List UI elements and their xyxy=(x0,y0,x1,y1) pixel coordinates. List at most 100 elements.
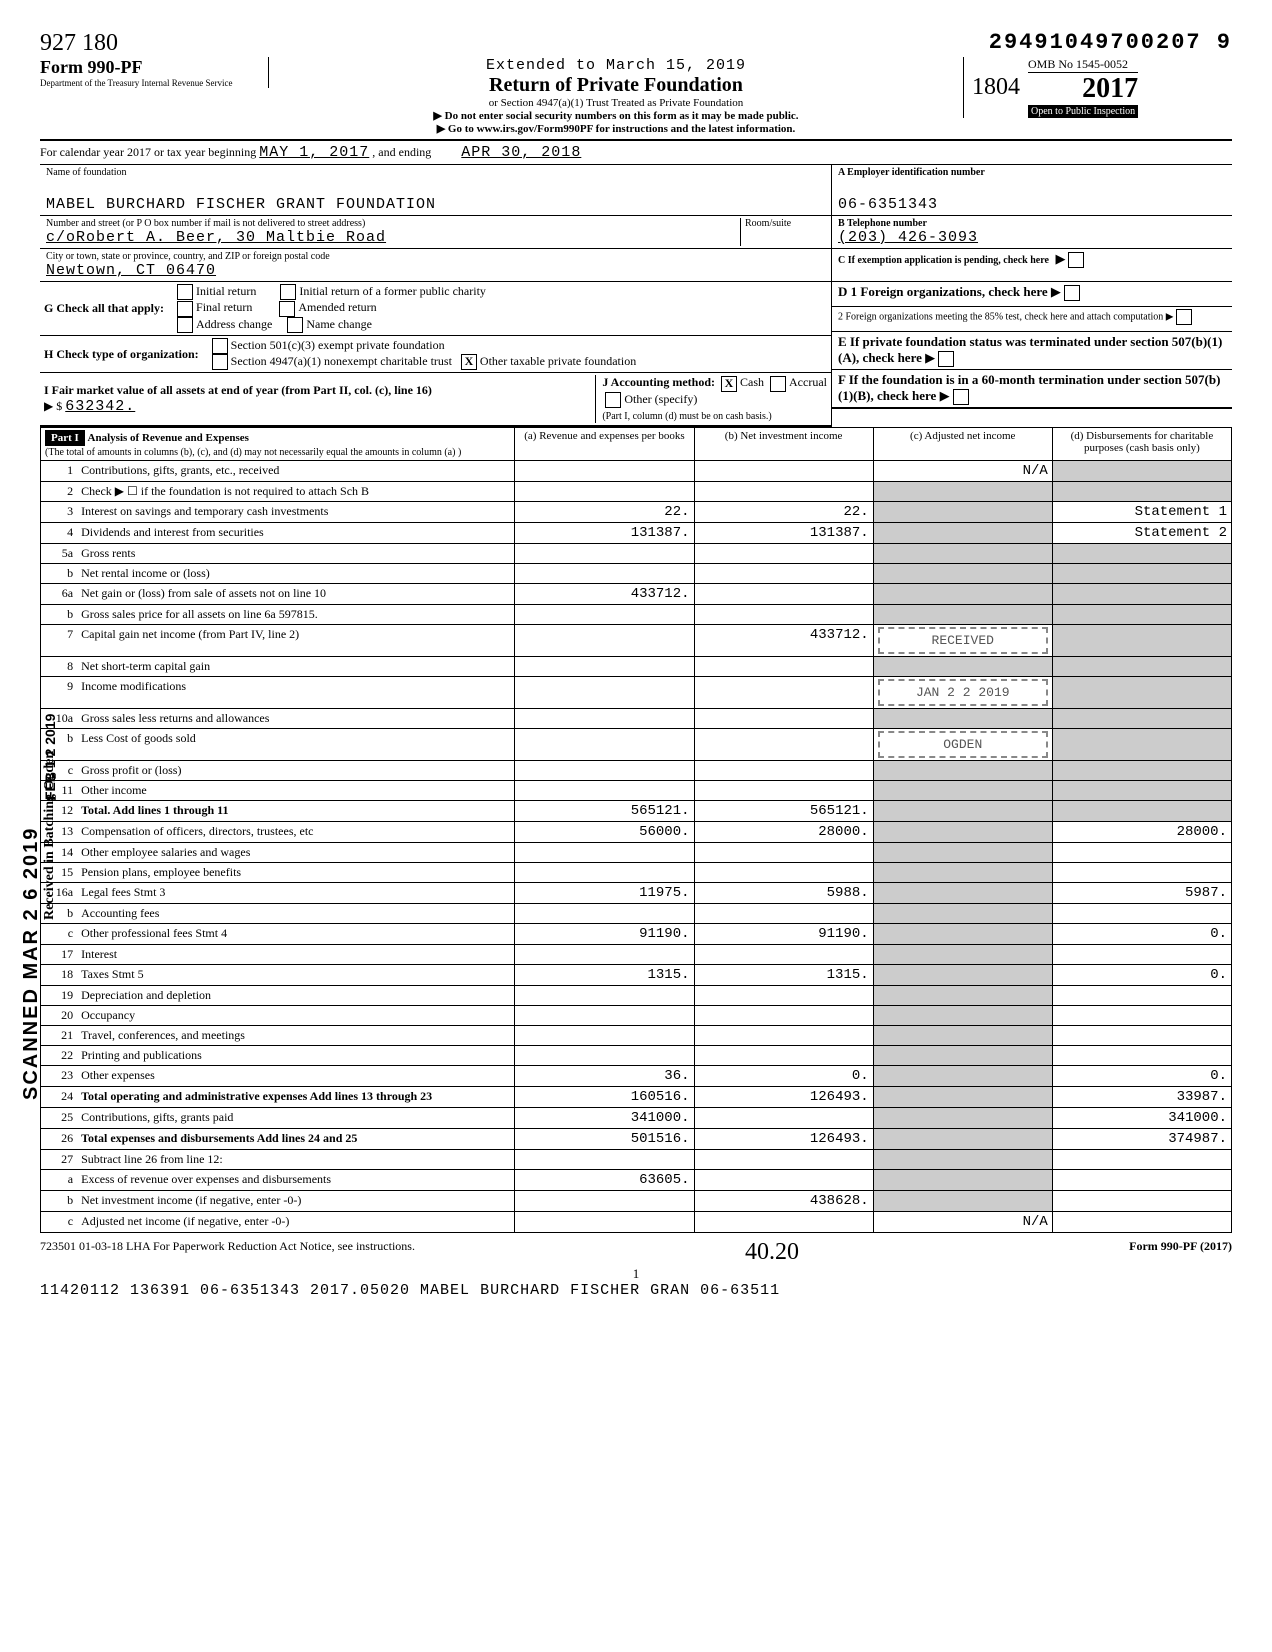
row-col-c xyxy=(873,1190,1052,1211)
foundation-phone: (203) 426-3093 xyxy=(838,229,1226,246)
row-col-c xyxy=(873,800,1052,821)
row-col-c xyxy=(873,1169,1052,1190)
g-address-checkbox[interactable] xyxy=(177,317,193,333)
row-col-d: Statement 1 xyxy=(1052,501,1231,522)
row-col-a: 36. xyxy=(515,1065,694,1086)
row-col-a xyxy=(515,760,694,780)
row-col-d xyxy=(1052,460,1231,481)
row-col-c xyxy=(873,923,1052,944)
row-label: Travel, conferences, and meetings xyxy=(77,1025,515,1045)
received-stamp: RECEIVED xyxy=(878,627,1048,654)
row-col-b: 131387. xyxy=(694,522,873,543)
row-col-a xyxy=(515,563,694,583)
h-opt2: Section 4947(a)(1) nonexempt charitable … xyxy=(231,354,452,368)
e-checkbox[interactable] xyxy=(938,351,954,367)
row-col-d xyxy=(1052,728,1231,760)
table-row: 8Net short-term capital gain xyxy=(41,656,1232,676)
row-col-d xyxy=(1052,604,1231,624)
c-checkbox[interactable] xyxy=(1068,252,1084,268)
row-number: 21 xyxy=(41,1025,78,1045)
row-col-d xyxy=(1052,543,1231,563)
g-amended-checkbox[interactable] xyxy=(279,301,295,317)
row-col-b xyxy=(694,563,873,583)
g-former-checkbox[interactable] xyxy=(280,284,296,300)
row-col-b xyxy=(694,656,873,676)
row-col-a xyxy=(515,780,694,800)
footer-lha: 723501 01-03-18 LHA For Paperwork Reduct… xyxy=(40,1239,415,1266)
inspection-label: Open to Public Inspection xyxy=(1028,105,1138,118)
row-col-b xyxy=(694,676,873,708)
h-501c3-checkbox[interactable] xyxy=(212,338,228,354)
f-checkbox[interactable] xyxy=(953,389,969,405)
row-col-a xyxy=(515,1045,694,1065)
row-label: Interest xyxy=(77,944,515,964)
row-label: Net rental income or (loss) xyxy=(77,563,515,583)
row-col-a: 11975. xyxy=(515,882,694,903)
table-row: bLess Cost of goods soldOGDEN xyxy=(41,728,1232,760)
j-accrual-checkbox[interactable] xyxy=(770,376,786,392)
g-opt-5: Name change xyxy=(306,317,372,331)
row-label: Gross rents xyxy=(77,543,515,563)
j-other-checkbox[interactable] xyxy=(605,392,621,408)
row-label: Net short-term capital gain xyxy=(77,656,515,676)
g-initial-checkbox[interactable] xyxy=(177,284,193,300)
table-row: 22Printing and publications xyxy=(41,1045,1232,1065)
row-label: Depreciation and depletion xyxy=(77,985,515,1005)
row-number: b xyxy=(41,1190,78,1211)
row-col-b xyxy=(694,1169,873,1190)
g-final-checkbox[interactable] xyxy=(177,301,193,317)
table-row: 10aGross sales less returns and allowanc… xyxy=(41,708,1232,728)
table-row: 20Occupancy xyxy=(41,1005,1232,1025)
row-col-b xyxy=(694,842,873,862)
row-col-a xyxy=(515,1190,694,1211)
row-col-c xyxy=(873,522,1052,543)
extended-label: Extended to March 15, 2019 xyxy=(277,57,955,74)
col-d-header: (d) Disbursements for charitable purpose… xyxy=(1052,427,1231,460)
row-col-a: 63605. xyxy=(515,1169,694,1190)
d1-checkbox[interactable] xyxy=(1064,285,1080,301)
d2-checkbox[interactable] xyxy=(1176,309,1192,325)
row-col-c xyxy=(873,903,1052,923)
row-number: 27 xyxy=(41,1149,78,1169)
row-number: b xyxy=(41,604,78,624)
row-label: Other income xyxy=(77,780,515,800)
row-col-d xyxy=(1052,1190,1231,1211)
table-row: 4Dividends and interest from securities1… xyxy=(41,522,1232,543)
row-col-d xyxy=(1052,862,1231,882)
footer-formref: Form 990-PF (2017) xyxy=(1129,1239,1232,1266)
row-col-c xyxy=(873,842,1052,862)
table-row: 15Pension plans, employee benefits xyxy=(41,862,1232,882)
d1-label: D 1 Foreign organizations, check here xyxy=(838,284,1048,299)
g-namechange-checkbox[interactable] xyxy=(287,317,303,333)
h-other-checkbox[interactable]: X xyxy=(461,354,477,370)
received-stamp-city: OGDEN xyxy=(878,731,1048,758)
stamp-scanned: SCANNED MAR 2 6 2019 xyxy=(20,827,43,1100)
table-row: 3Interest on savings and temporary cash … xyxy=(41,501,1232,522)
row-col-c xyxy=(873,1065,1052,1086)
row-col-b xyxy=(694,780,873,800)
g-opt-0: Initial return xyxy=(196,284,256,298)
h-4947-checkbox[interactable] xyxy=(212,354,228,370)
row-number: 3 xyxy=(41,501,78,522)
table-row: 7Capital gain net income (from Part IV, … xyxy=(41,624,1232,656)
j-cash-checkbox[interactable]: X xyxy=(721,376,737,392)
form-header: Form 990-PF Department of the Treasury I… xyxy=(40,57,1232,141)
d2-label: 2 Foreign organizations meeting the 85% … xyxy=(838,311,1163,322)
row-col-b xyxy=(694,1149,873,1169)
table-row: bNet investment income (if negative, ent… xyxy=(41,1190,1232,1211)
row-number: 9 xyxy=(41,676,78,708)
table-row: cOther professional fees Stmt 491190.911… xyxy=(41,923,1232,944)
row-col-a: 131387. xyxy=(515,522,694,543)
row-label: Gross sales less returns and allowances xyxy=(77,708,515,728)
row-col-a: 341000. xyxy=(515,1107,694,1128)
footer-hand: 40.20 xyxy=(745,1239,799,1266)
j-other-label: Other (specify) xyxy=(624,392,697,406)
name-label: Name of foundation xyxy=(46,167,825,178)
room-label: Room/suite xyxy=(745,218,825,229)
table-row: 2Check ▶ ☐ if the foundation is not requ… xyxy=(41,481,1232,501)
handwritten-right: 1804 xyxy=(972,74,1020,101)
table-row: cGross profit or (loss) xyxy=(41,760,1232,780)
foundation-ein: 06-6351343 xyxy=(838,196,1226,213)
row-col-a: 1315. xyxy=(515,964,694,985)
row-number: 18 xyxy=(41,964,78,985)
